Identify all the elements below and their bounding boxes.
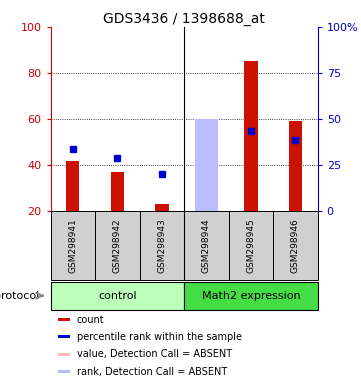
Text: rank, Detection Call = ABSENT: rank, Detection Call = ABSENT [77, 366, 227, 377]
Text: protocol: protocol [0, 291, 40, 301]
Bar [195, 128, 217, 211]
Title: GDS3436 / 1398688_at: GDS3436 / 1398688_at [103, 12, 265, 26]
Bar [58, 370, 70, 373]
Bar [273, 211, 318, 280]
Bar [244, 61, 258, 211]
Bar [110, 172, 124, 211]
Bar [155, 204, 169, 211]
Bar [58, 318, 70, 321]
Bar [51, 211, 95, 280]
Bar [58, 336, 70, 338]
Text: GSM298942: GSM298942 [113, 218, 122, 273]
Bar [289, 121, 302, 211]
Text: control: control [98, 291, 136, 301]
Text: count: count [77, 314, 105, 325]
Bar [184, 282, 318, 310]
Text: GSM298941: GSM298941 [68, 218, 77, 273]
Bar [140, 211, 184, 280]
Bar [184, 211, 229, 280]
Bar [66, 161, 79, 211]
Text: GSM298945: GSM298945 [247, 218, 255, 273]
Text: value, Detection Call = ABSENT: value, Detection Call = ABSENT [77, 349, 232, 359]
Text: Math2 expression: Math2 expression [201, 291, 300, 301]
Text: GSM298944: GSM298944 [202, 218, 211, 273]
Bar [58, 353, 70, 356]
Bar [195, 119, 217, 211]
Bar [229, 211, 273, 280]
Bar [95, 211, 140, 280]
Text: GSM298946: GSM298946 [291, 218, 300, 273]
Text: percentile rank within the sample: percentile rank within the sample [77, 332, 242, 342]
Bar [51, 282, 184, 310]
Text: GSM298943: GSM298943 [157, 218, 166, 273]
